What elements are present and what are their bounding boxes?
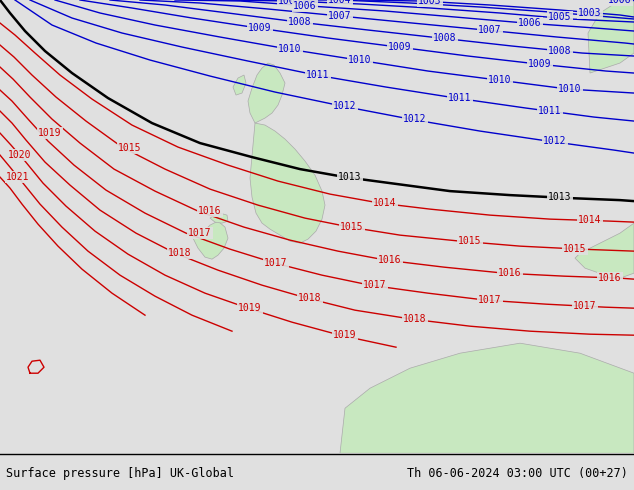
Polygon shape	[193, 221, 228, 259]
Text: 1012: 1012	[403, 114, 427, 124]
Text: 1007: 1007	[328, 11, 352, 21]
Text: 1009: 1009	[388, 42, 411, 52]
Polygon shape	[575, 223, 634, 278]
Text: 1008: 1008	[288, 17, 312, 27]
Text: 1016: 1016	[598, 273, 622, 283]
Text: 1016: 1016	[198, 206, 222, 216]
Text: 1015: 1015	[119, 143, 142, 153]
Text: 1011: 1011	[538, 106, 562, 116]
Text: 1004: 1004	[328, 0, 352, 5]
Text: 1008: 1008	[548, 46, 572, 56]
Text: 1016: 1016	[378, 255, 402, 265]
Text: 1012: 1012	[333, 101, 357, 111]
Text: 1017: 1017	[478, 295, 501, 305]
Text: 1006: 1006	[518, 18, 541, 28]
Text: 1015: 1015	[563, 244, 586, 254]
Text: 1010: 1010	[488, 75, 512, 85]
Text: 1017: 1017	[573, 301, 597, 311]
Text: 1019: 1019	[238, 303, 262, 313]
Text: 1017: 1017	[188, 228, 212, 238]
Text: 1006: 1006	[608, 0, 631, 5]
Text: 1014: 1014	[578, 215, 602, 225]
Text: 1010: 1010	[559, 84, 582, 94]
Text: Th 06-06-2024 03:00 UTC (00+27): Th 06-06-2024 03:00 UTC (00+27)	[407, 467, 628, 480]
Text: 1007: 1007	[478, 25, 501, 35]
Polygon shape	[248, 63, 285, 123]
Text: 1015: 1015	[458, 236, 482, 246]
Text: 1006: 1006	[294, 1, 317, 11]
Text: 1011: 1011	[448, 93, 472, 103]
Text: 1005: 1005	[278, 0, 302, 6]
Text: 1014: 1014	[373, 198, 397, 208]
Text: 1013: 1013	[548, 192, 572, 202]
Polygon shape	[250, 123, 325, 243]
Text: 1011: 1011	[306, 70, 330, 80]
Text: 1020: 1020	[8, 150, 32, 160]
Text: 1017: 1017	[264, 258, 288, 268]
Polygon shape	[588, 0, 634, 73]
Text: 1009: 1009	[528, 59, 552, 69]
Text: 1018: 1018	[403, 314, 427, 324]
Text: 1005: 1005	[548, 12, 572, 22]
Text: 1003: 1003	[578, 8, 602, 18]
Text: 1018: 1018	[298, 293, 321, 303]
Polygon shape	[210, 213, 228, 223]
Text: 1019: 1019	[38, 128, 61, 138]
Text: 1017: 1017	[363, 280, 387, 290]
Text: 1012: 1012	[543, 136, 567, 146]
Text: 1003: 1003	[418, 0, 442, 6]
Text: Surface pressure [hPa] UK-Global: Surface pressure [hPa] UK-Global	[6, 467, 235, 480]
Text: 1016: 1016	[498, 268, 522, 278]
Text: 1009: 1009	[249, 23, 272, 33]
Text: 1010: 1010	[278, 44, 302, 54]
Text: 1015: 1015	[340, 222, 364, 232]
Text: 1013: 1013	[339, 172, 362, 182]
Text: 1021: 1021	[6, 172, 30, 182]
Polygon shape	[233, 75, 246, 95]
Text: 1010: 1010	[348, 55, 372, 65]
Text: 1019: 1019	[333, 330, 357, 340]
Text: 1018: 1018	[168, 248, 191, 258]
Polygon shape	[340, 343, 634, 453]
Text: 1008: 1008	[433, 33, 456, 43]
